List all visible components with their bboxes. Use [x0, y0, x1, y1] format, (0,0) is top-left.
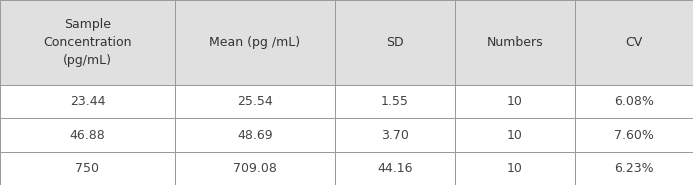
- Text: 23.44: 23.44: [70, 95, 105, 108]
- Text: 3.70: 3.70: [381, 129, 409, 142]
- Text: 6.08%: 6.08%: [614, 95, 654, 108]
- Text: 10: 10: [507, 162, 523, 175]
- Bar: [0, 85, 175, 118]
- Bar: [455, 85, 575, 118]
- Bar: [575, 152, 693, 185]
- Bar: [335, 118, 455, 152]
- Text: CV: CV: [625, 36, 642, 49]
- Text: SD: SD: [386, 36, 404, 49]
- Bar: [175, 85, 335, 118]
- Bar: [575, 85, 693, 118]
- Bar: [575, 0, 693, 85]
- Text: 7.60%: 7.60%: [614, 129, 654, 142]
- Bar: [175, 0, 335, 85]
- Bar: [455, 118, 575, 152]
- Text: Sample
Concentration
(pg/mL): Sample Concentration (pg/mL): [43, 18, 132, 67]
- Text: 10: 10: [507, 129, 523, 142]
- Bar: [335, 152, 455, 185]
- Bar: [0, 0, 175, 85]
- Bar: [455, 0, 575, 85]
- Bar: [0, 152, 175, 185]
- Bar: [335, 0, 455, 85]
- Text: 6.23%: 6.23%: [614, 162, 653, 175]
- Text: Numbers: Numbers: [486, 36, 543, 49]
- Text: 48.69: 48.69: [237, 129, 273, 142]
- Text: 25.54: 25.54: [237, 95, 273, 108]
- Text: 709.08: 709.08: [233, 162, 277, 175]
- Bar: [175, 152, 335, 185]
- Text: 1.55: 1.55: [381, 95, 409, 108]
- Bar: [335, 85, 455, 118]
- Text: Mean (pg /mL): Mean (pg /mL): [209, 36, 301, 49]
- Bar: [455, 152, 575, 185]
- Text: 44.16: 44.16: [377, 162, 413, 175]
- Text: 750: 750: [76, 162, 100, 175]
- Text: 10: 10: [507, 95, 523, 108]
- Text: 46.88: 46.88: [69, 129, 105, 142]
- Bar: [575, 118, 693, 152]
- Bar: [175, 118, 335, 152]
- Bar: [0, 118, 175, 152]
